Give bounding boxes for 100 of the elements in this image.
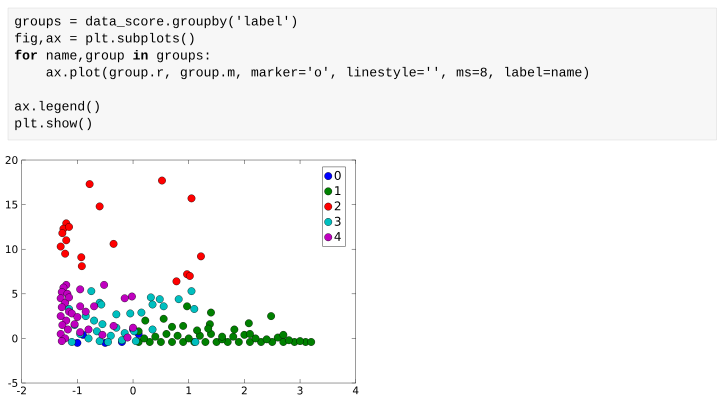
point [96,202,104,210]
point [100,281,108,289]
point [84,326,92,334]
point [76,285,84,294]
text: plt.show() [15,118,91,130]
point [61,250,70,258]
point [62,236,70,244]
point [252,334,260,342]
point [285,336,293,344]
text: groups = data_score.groupby('label') [15,16,296,28]
point [90,316,98,324]
legend-label: 4 [334,232,341,241]
y-tick-label: 15 [6,200,18,209]
point [86,180,94,188]
point [128,292,136,300]
point [174,332,182,340]
point [207,308,215,316]
point [58,321,66,329]
point [56,330,65,338]
point [110,240,118,248]
point [64,326,72,334]
y-tick-label: 10 [6,245,18,254]
point [98,320,106,328]
point [151,332,160,341]
point [90,302,98,310]
point [162,330,170,338]
point [296,337,304,345]
point [197,252,205,260]
x-tick-label: 2 [242,386,247,394]
point [98,330,106,339]
point [186,272,194,280]
point [230,326,238,334]
point [234,338,243,346]
point [160,302,168,310]
point [188,194,196,202]
legend-label: 1 [335,186,340,195]
point [267,312,275,320]
y-tick-label: 5 [12,290,18,298]
point [202,338,210,346]
point [244,319,253,328]
point [110,322,118,330]
point [140,334,148,342]
point [146,338,154,346]
point [229,332,238,341]
point [274,334,282,342]
point [174,295,183,304]
y-tick-label: 20 [6,156,18,164]
point [168,322,176,331]
point [65,223,73,231]
point [184,334,193,342]
y-tick-label: 0 [12,334,18,342]
x-tick-label: 3 [298,386,303,394]
point [68,310,76,318]
point [77,253,86,262]
point [179,322,188,330]
point [141,316,150,324]
point [146,293,155,302]
x-tick-label: 4 [352,386,358,394]
point [279,330,288,339]
point [126,310,134,318]
point [65,293,73,302]
point [160,314,168,323]
point [137,308,146,316]
point [112,310,120,318]
point [58,229,66,238]
x-tick-label: -1 [72,386,82,394]
legend-label: 3 [334,216,341,226]
point [148,326,156,334]
point [120,294,129,302]
point [262,335,271,344]
point [168,338,176,346]
point [179,338,188,346]
y-tick-label: -5 [8,379,18,387]
point [188,287,196,296]
point [106,332,115,340]
point [56,312,65,320]
text: ax.legend() [15,100,99,114]
text: for name,group in groups: [14,50,208,62]
point [82,308,90,316]
point [156,295,164,304]
point [87,287,96,296]
point [76,302,84,310]
text: fig,ax = plt.subplots() [15,32,194,46]
point [58,303,66,312]
point [68,338,76,346]
point [73,313,82,321]
point [190,305,198,313]
point [96,337,104,345]
x-tick-label: 1 [186,386,192,394]
point [104,338,112,346]
point [183,302,191,310]
point [78,262,86,270]
point [172,277,180,286]
x-tick-label: -2 [17,386,26,394]
point [193,326,201,334]
text: ax.plot(group.r, group.m, marker='o', linestyle='', ms=8, label=name) [46,66,588,80]
point [218,332,226,341]
point [58,337,66,345]
point [246,338,254,346]
point [124,334,132,342]
